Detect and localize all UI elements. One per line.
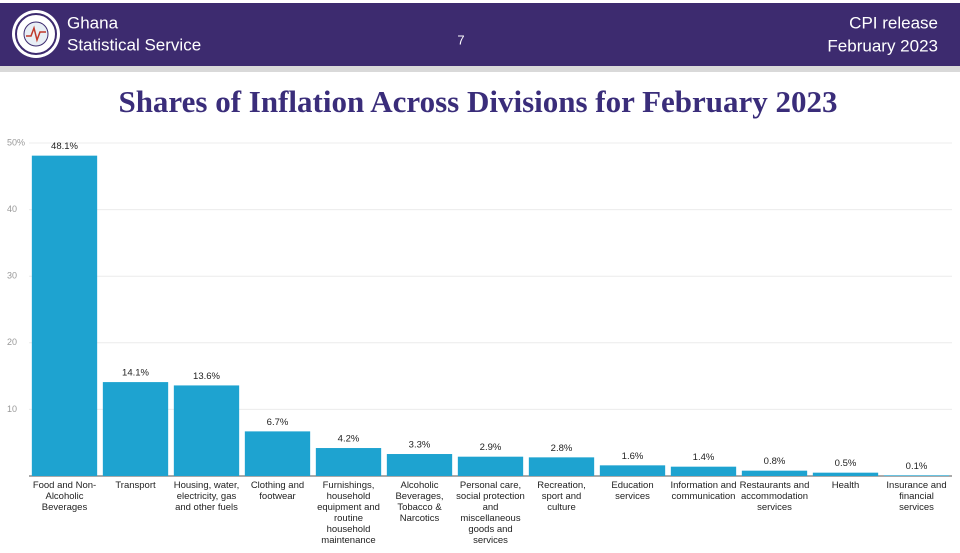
x-tick-label: Personal care, social protection and mis… bbox=[456, 480, 525, 546]
bar bbox=[457, 456, 524, 476]
bar bbox=[528, 457, 595, 476]
y-tick-label: 10 bbox=[7, 404, 17, 414]
x-tick-label: Health bbox=[831, 480, 860, 491]
y-tick-label: 40 bbox=[7, 204, 17, 214]
x-tick-label: Information and communication bbox=[670, 480, 737, 502]
bar bbox=[883, 475, 950, 476]
logo bbox=[12, 10, 60, 58]
org-name: Statistical Service bbox=[67, 35, 201, 54]
x-tick-label: Furnishings, household equipment and rou… bbox=[317, 480, 380, 546]
bar bbox=[31, 155, 98, 477]
x-tick-label: Education services bbox=[611, 480, 654, 502]
page-number: 7 bbox=[457, 32, 464, 47]
value-label: 2.8% bbox=[551, 443, 573, 454]
x-tick-label: Transport bbox=[115, 480, 156, 491]
bar bbox=[102, 382, 169, 476]
chart-title: Shares of Inflation Across Divisions for… bbox=[118, 84, 837, 119]
x-tick-label: Insurance and financial services bbox=[886, 480, 947, 513]
release-date: February 2023 bbox=[827, 36, 938, 55]
value-label: 0.1% bbox=[906, 461, 928, 472]
value-label: 0.5% bbox=[835, 458, 857, 469]
y-tick-label: 50% bbox=[7, 137, 25, 147]
release-label: CPI release bbox=[849, 13, 938, 32]
bar bbox=[741, 470, 808, 476]
x-tick-label: Restaurants and accommodation services bbox=[739, 480, 810, 513]
bar bbox=[812, 472, 879, 476]
bar bbox=[173, 385, 240, 476]
x-tick-label: Housing, water, electricity, gas and oth… bbox=[173, 480, 240, 513]
bar bbox=[599, 465, 666, 476]
x-tick-label: Food and Non-Alcoholic Beverages bbox=[32, 480, 97, 513]
value-label: 2.9% bbox=[480, 442, 502, 453]
value-label: 14.1% bbox=[122, 368, 149, 379]
bar bbox=[670, 466, 737, 476]
value-label: 6.7% bbox=[267, 417, 289, 428]
bar bbox=[386, 454, 453, 476]
value-label: 3.3% bbox=[409, 440, 431, 451]
x-tick-label: Recreation, sport and culture bbox=[537, 480, 586, 513]
value-label: 48.1% bbox=[51, 141, 78, 152]
y-tick-label: 20 bbox=[7, 337, 17, 347]
header-bar bbox=[0, 3, 960, 66]
value-label: 1.4% bbox=[693, 452, 715, 463]
org-name: Ghana bbox=[67, 13, 119, 32]
value-label: 4.2% bbox=[338, 434, 360, 445]
value-label: 13.6% bbox=[193, 371, 220, 382]
x-tick-label: Clothing and footwear bbox=[250, 480, 305, 502]
x-tick-label: Alcoholic Beverages, Tobacco & Narcotics bbox=[395, 480, 444, 524]
header-rule bbox=[0, 66, 960, 72]
bar bbox=[244, 431, 311, 476]
bar bbox=[315, 448, 382, 476]
y-tick-label: 30 bbox=[7, 271, 17, 281]
value-label: 1.6% bbox=[622, 451, 644, 462]
value-label: 0.8% bbox=[764, 456, 786, 467]
